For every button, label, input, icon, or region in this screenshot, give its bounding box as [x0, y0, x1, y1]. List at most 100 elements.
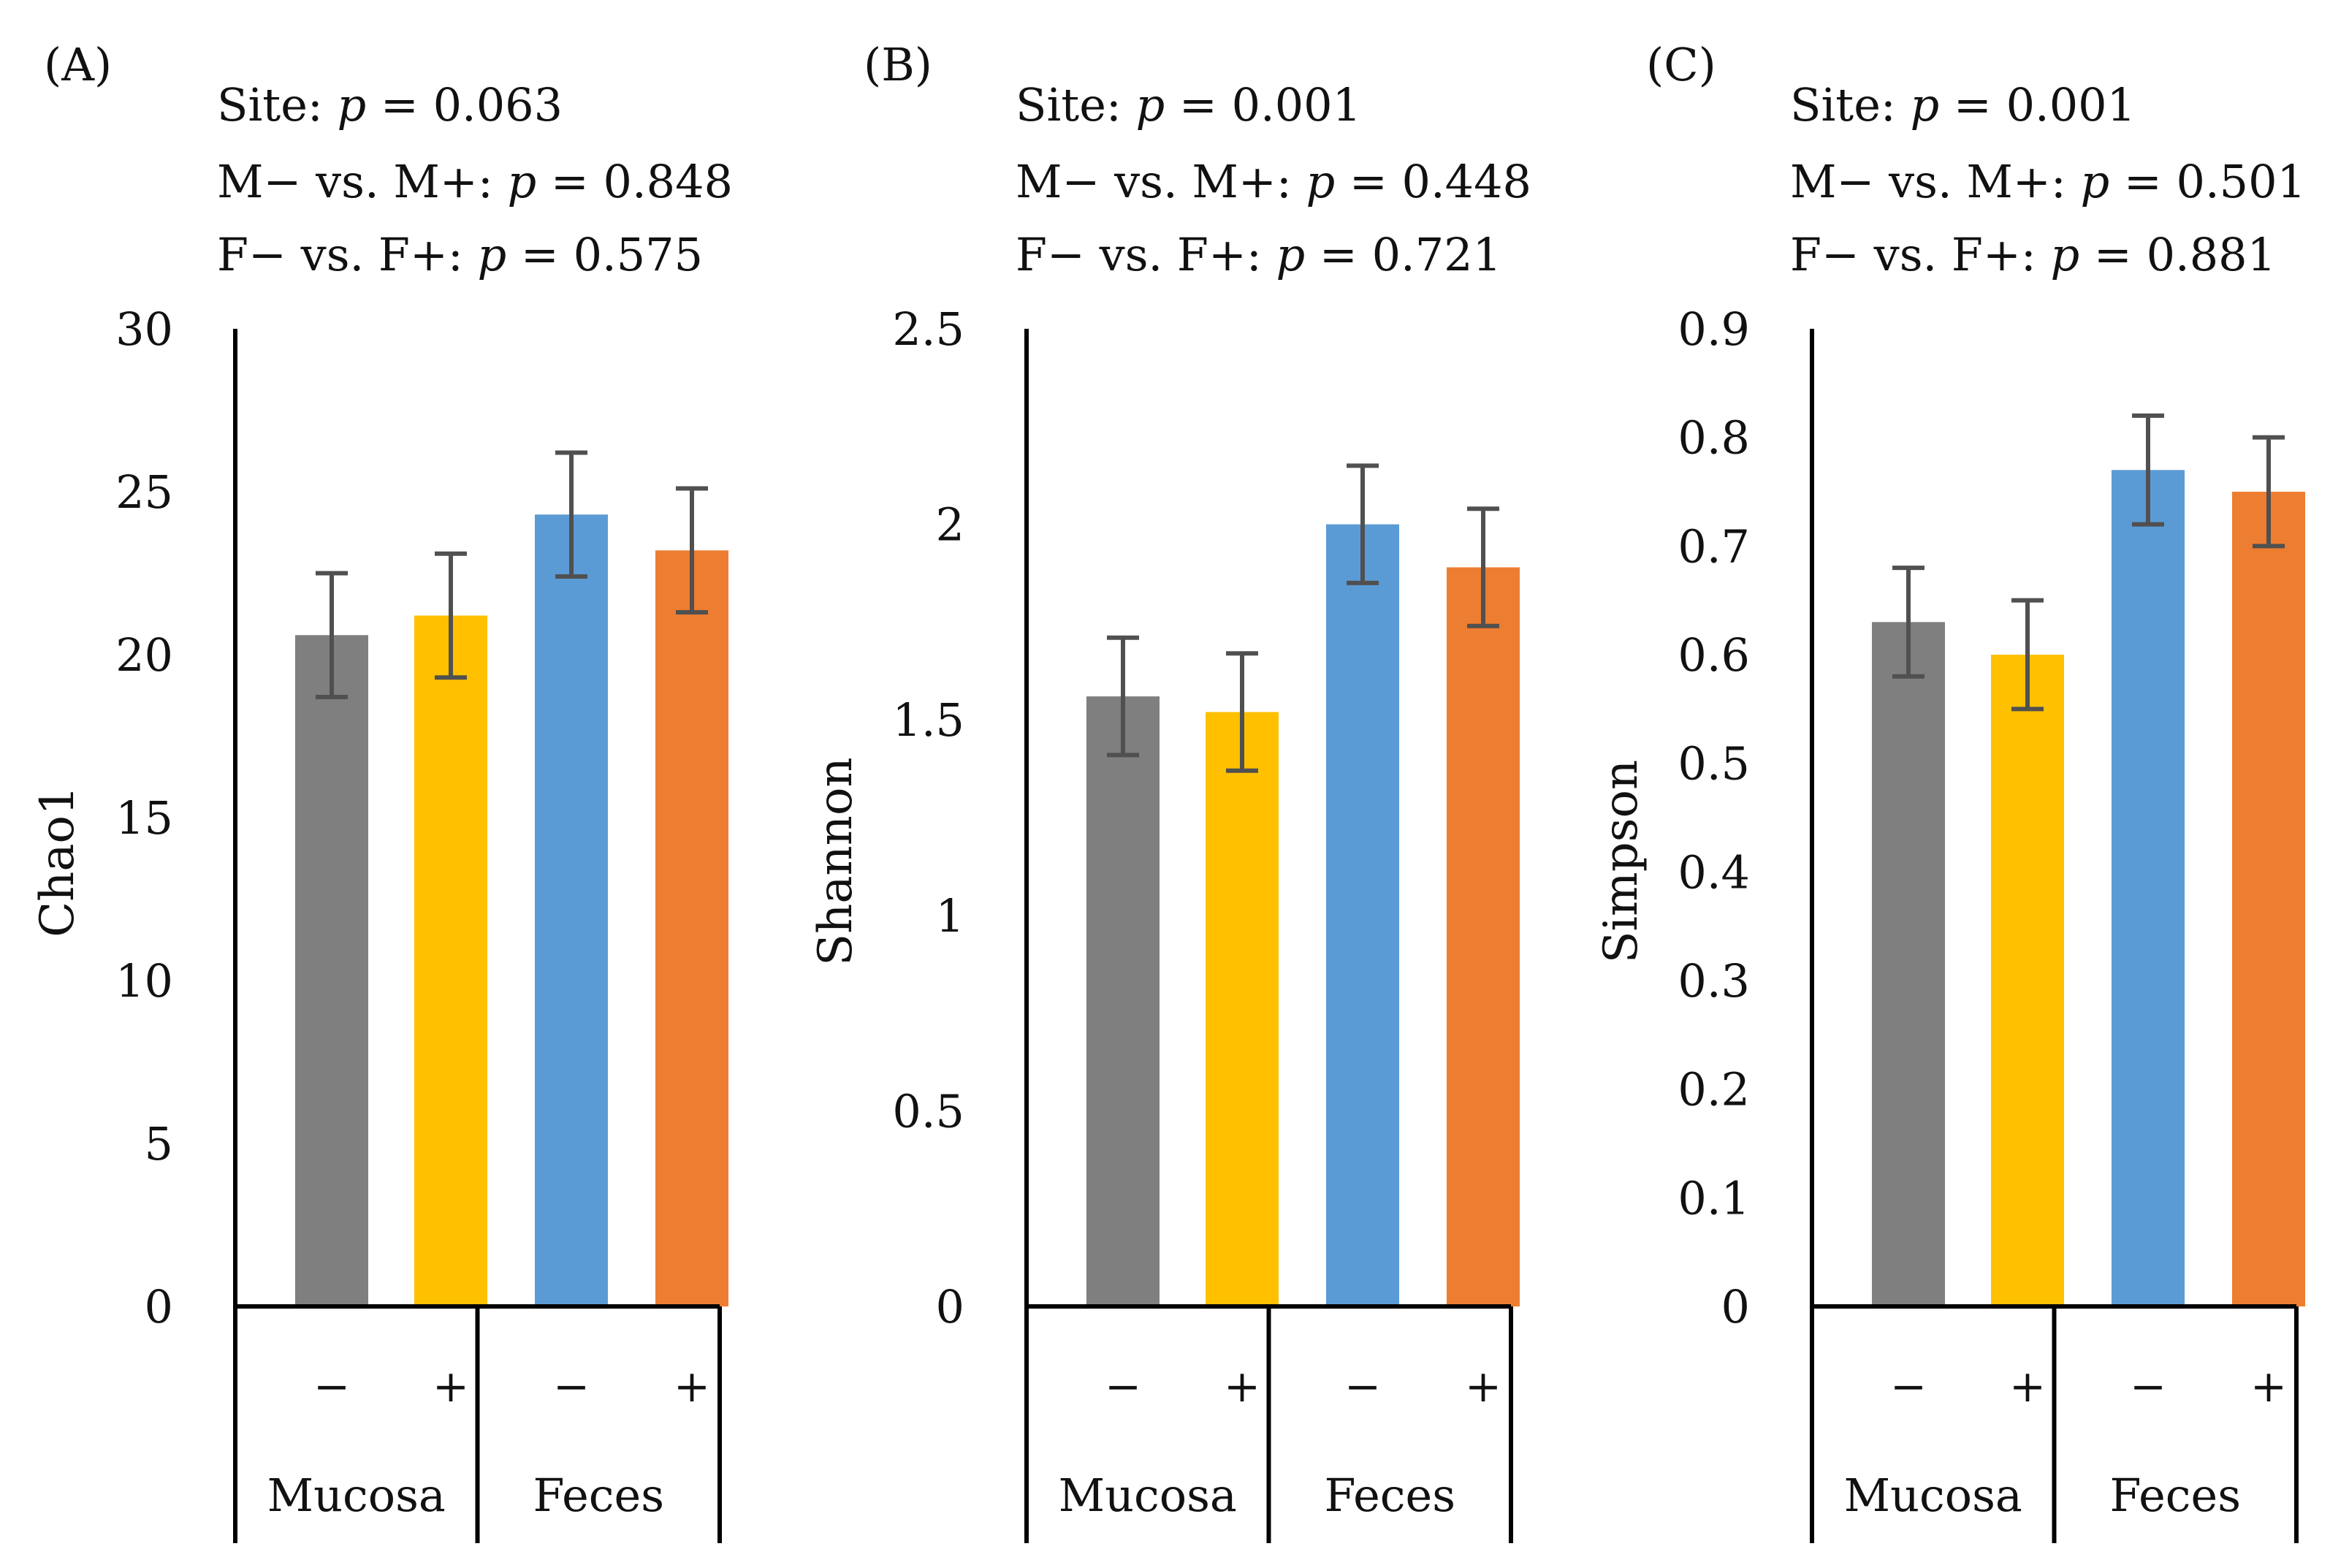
stat-prefix: F− vs. F+: [1016, 228, 1276, 281]
category-label: + [1224, 1361, 1260, 1412]
stat-line: Site: p = 0.001 [1790, 78, 2136, 132]
error-bar [316, 571, 348, 699]
group-label: Feces [2109, 1469, 2241, 1522]
stat-p-symbol: p [1276, 228, 1306, 281]
bar [1206, 712, 1279, 1306]
y-tick-label: 10 [115, 954, 173, 1008]
category-label: − [1344, 1361, 1381, 1412]
stat-line: Site: p = 0.063 [217, 78, 563, 132]
error-bar [2253, 435, 2285, 549]
y-tick-label: 0.7 [1678, 520, 1750, 573]
y-axis-label: Shannon [809, 757, 863, 965]
stat-line: M− vs. M+: p = 0.448 [1016, 155, 1531, 208]
group-label: Feces [1324, 1469, 1455, 1522]
error-bar [1226, 651, 1258, 773]
stat-line: F− vs. F+: p = 0.721 [1016, 228, 1501, 281]
stat-value: = 0.501 [2109, 155, 2306, 208]
stat-p-symbol: p [1136, 78, 1165, 132]
error-bar [1107, 635, 1139, 758]
stat-p-symbol: p [2051, 228, 2080, 281]
y-tick-label: 2.5 [892, 302, 964, 356]
y-tick-label: 0.5 [892, 1084, 964, 1138]
category-label: + [2009, 1361, 2046, 1412]
bar [1326, 524, 1399, 1306]
error-bar [2011, 598, 2044, 712]
stat-value: = 0.575 [506, 228, 703, 281]
stat-value: = 0.001 [1165, 78, 1361, 132]
category-label: + [2250, 1361, 2287, 1412]
y-tick-label: 0.3 [1678, 954, 1750, 1008]
category-label: + [1465, 1361, 1501, 1412]
category-label: − [313, 1361, 350, 1412]
stat-p-symbol: p [478, 228, 507, 281]
y-tick-label: 0.9 [1678, 302, 1750, 356]
error-bar [1347, 463, 1379, 585]
panel-label: (B) [864, 38, 932, 91]
category-label: − [2130, 1361, 2166, 1412]
stat-value: = 0.848 [536, 155, 733, 208]
error-bar [2132, 413, 2164, 527]
stat-value: = 0.881 [2079, 228, 2276, 281]
y-tick-label: 0 [1721, 1280, 1750, 1333]
bar [1872, 622, 1945, 1306]
y-tick-label: 2 [936, 498, 964, 552]
y-axis-label: Chao1 [31, 785, 85, 937]
axes [1810, 329, 2299, 1543]
stat-line: M− vs. M+: p = 0.848 [217, 155, 733, 208]
category-label: − [1890, 1361, 1927, 1412]
stat-prefix: F− vs. F+: [1790, 228, 2051, 281]
y-axis-label: Simpson [1594, 760, 1648, 964]
error-bar [435, 551, 467, 680]
stat-p-symbol: p [1911, 78, 1940, 132]
error-bar [1892, 566, 1924, 679]
stat-value: = 0.063 [366, 78, 563, 132]
bar [295, 635, 368, 1306]
bar [414, 615, 487, 1306]
stat-prefix: Site: [217, 78, 338, 132]
y-tick-label: 0.6 [1678, 628, 1750, 682]
y-tick-label: 30 [115, 302, 173, 356]
stat-line: F− vs. F+: p = 0.881 [1790, 228, 2276, 281]
y-tick-label: 0.8 [1678, 411, 1750, 465]
stat-prefix: Site: [1016, 78, 1136, 132]
y-tick-label: 20 [115, 628, 173, 682]
bar [1991, 655, 2064, 1306]
category-label: − [1105, 1361, 1141, 1412]
y-tick-label: 1.5 [892, 693, 964, 747]
group-label: Mucosa [1059, 1469, 1237, 1522]
y-tick-label: 0.1 [1678, 1171, 1750, 1225]
bar [1447, 567, 1520, 1306]
category-label: − [553, 1361, 590, 1412]
stat-value: = 0.448 [1335, 155, 1531, 208]
category-label: + [433, 1361, 469, 1412]
y-tick-label: 25 [115, 465, 173, 519]
bar [2232, 492, 2305, 1306]
chart-panel-2: (B) Site: p = 0.001 M− vs. M+: p = 0.448 F−… [809, 38, 1531, 1543]
bar [2112, 470, 2185, 1307]
y-tick-label: 0.2 [1678, 1063, 1750, 1116]
stat-p-symbol: p [2080, 155, 2109, 208]
group-label: Mucosa [267, 1469, 446, 1522]
bar [1086, 696, 1160, 1306]
stat-line: M− vs. M+: p = 0.501 [1790, 155, 2306, 208]
stat-value: = 0.001 [1939, 78, 2136, 132]
stat-p-symbol: p [1306, 155, 1335, 208]
category-label: + [674, 1361, 710, 1412]
y-tick-label: 15 [115, 791, 173, 845]
group-label: Feces [533, 1469, 664, 1522]
stat-line: F− vs. F+: p = 0.575 [217, 228, 703, 281]
chart-panel-3: (C) Site: p = 0.001 M− vs. M+: p = 0.501 F−… [1594, 38, 2306, 1543]
error-bar [555, 450, 587, 579]
error-bar [1467, 506, 1499, 628]
y-tick-label: 0.5 [1678, 737, 1750, 791]
bar [535, 514, 608, 1306]
panel-label: (C) [1646, 38, 1716, 91]
axes [233, 329, 722, 1543]
panel-label: (A) [44, 38, 112, 91]
stat-line: Site: p = 0.001 [1016, 78, 1361, 132]
y-tick-label: 1 [936, 889, 964, 943]
chart-panel-1: (A) Site: p = 0.063 M− vs. M+: p = 0.848 F−… [31, 38, 733, 1543]
y-tick-label: 0 [145, 1280, 173, 1333]
error-bar [676, 486, 708, 615]
